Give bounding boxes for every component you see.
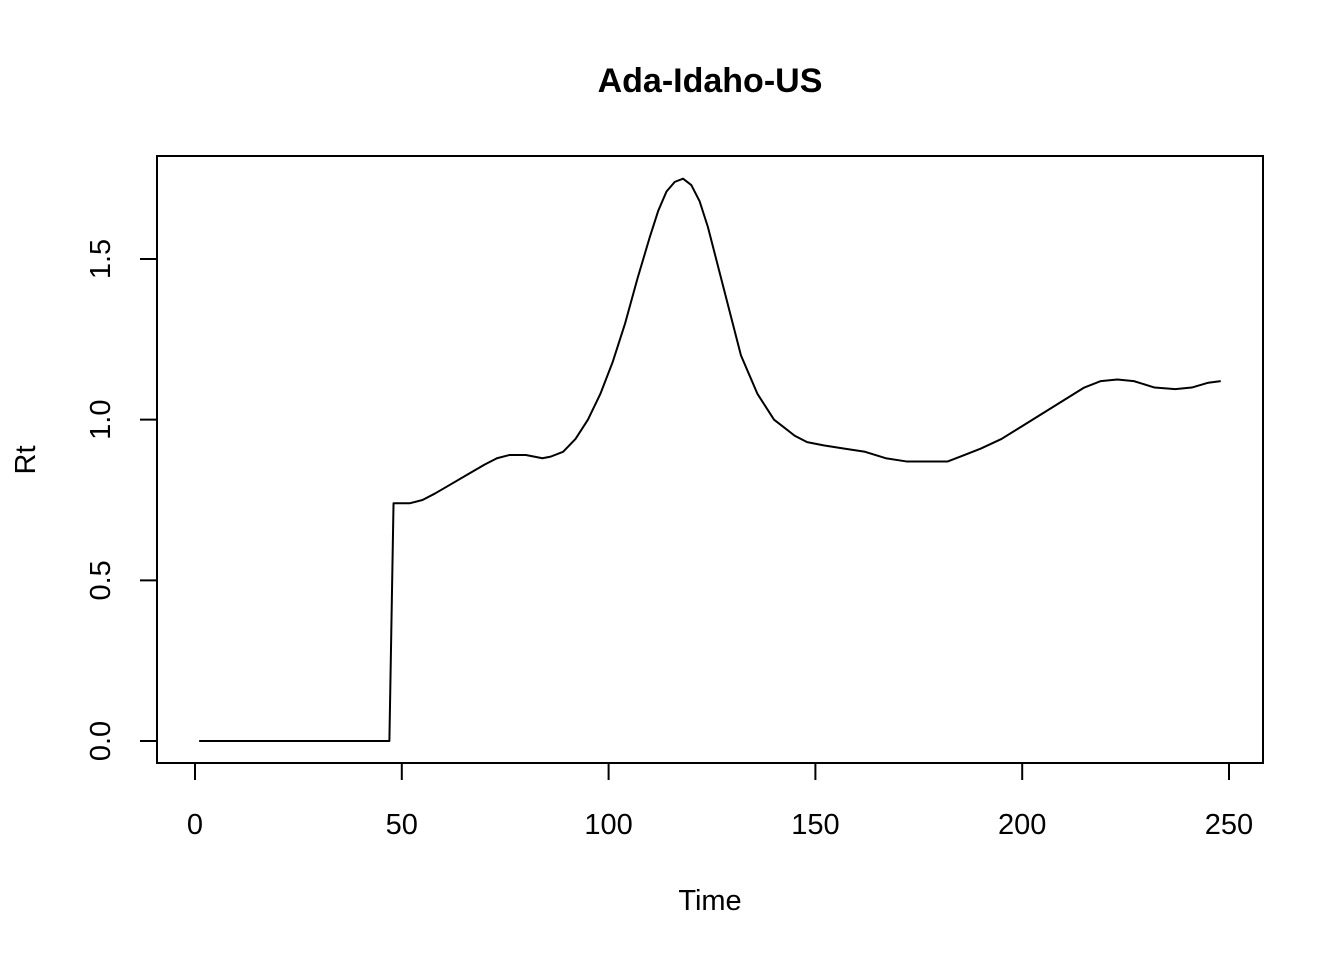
x-tick-label: 150	[791, 809, 839, 841]
x-tick-label: 250	[1205, 809, 1253, 841]
y-tick-label: 1.0	[85, 400, 117, 440]
x-tick-label: 200	[998, 809, 1046, 841]
y-tick-label: 0.5	[85, 560, 117, 600]
x-tick-label: 50	[386, 809, 418, 841]
y-axis-label: Rt	[10, 446, 42, 475]
series-line-rt	[199, 177, 1221, 742]
x-tick-label: 0	[187, 809, 203, 841]
y-tick-label: 1.5	[85, 239, 117, 279]
y-axis: 0.0 0.5 1.0 1.5	[85, 239, 158, 761]
x-axis-label: Time	[678, 885, 741, 917]
chart-title: Ada-Idaho-US	[598, 62, 823, 100]
y-tick-label: 0.0	[85, 721, 117, 761]
x-tick-label: 100	[584, 809, 632, 841]
plot-frame	[156, 155, 1264, 764]
x-axis: 0 50 100 150 200 250	[187, 762, 1253, 841]
